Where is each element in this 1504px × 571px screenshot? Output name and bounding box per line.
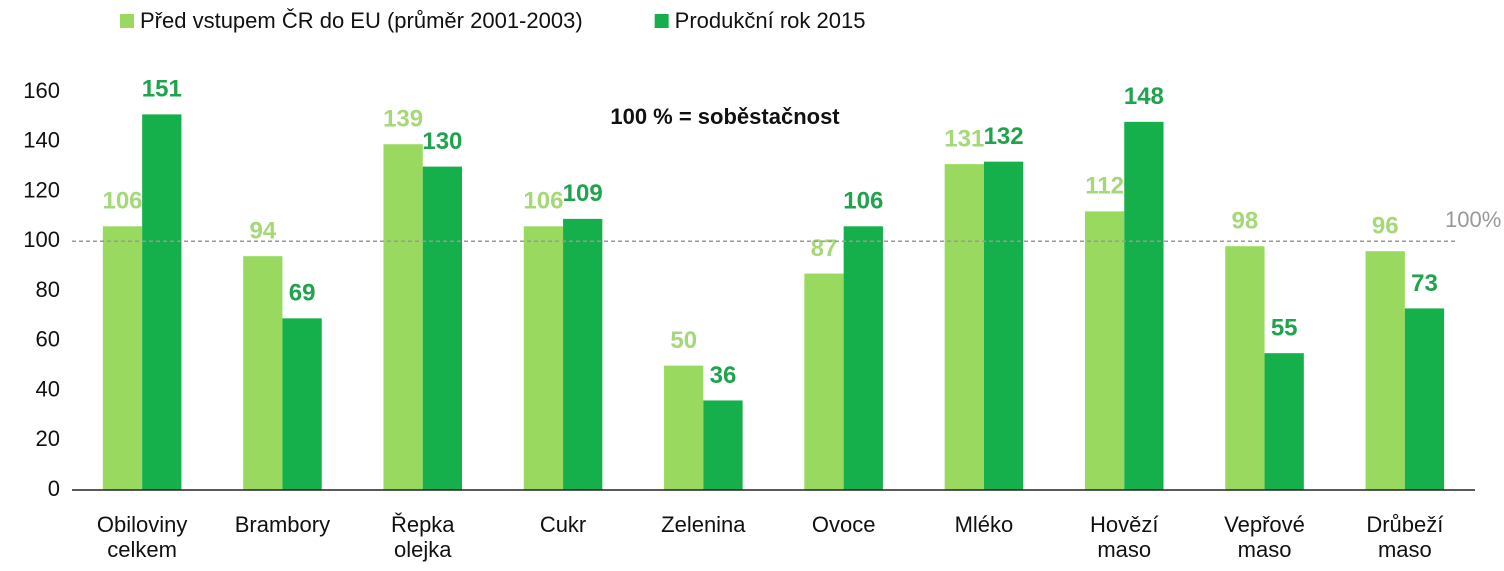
value-label: 130 (422, 128, 462, 155)
value-label: 106 (523, 188, 563, 215)
bar (664, 365, 704, 490)
legend-swatch (654, 14, 669, 28)
value-label: 73 (1411, 270, 1438, 297)
x-tick-label: Ovoce (811, 512, 876, 537)
bar (804, 273, 844, 490)
bar (282, 318, 322, 490)
value-label: 132 (984, 123, 1024, 150)
legend-swatch (120, 14, 134, 28)
value-label: 131 (944, 125, 984, 152)
bar (563, 218, 603, 491)
reference-label: 100% (1445, 207, 1501, 232)
value-label: 36 (710, 362, 737, 389)
x-tick-label: Vepřové maso (1224, 512, 1305, 562)
y-tick-label: 140 (23, 128, 60, 153)
y-tick-label: 60 (36, 327, 60, 352)
bar (843, 226, 883, 490)
value-label: 87 (811, 235, 838, 262)
bar (383, 144, 423, 491)
annotation: 100 % = soběstačnost (610, 104, 840, 129)
value-label: 50 (670, 327, 697, 354)
value-label: 106 (843, 188, 883, 215)
bar (1264, 353, 1304, 490)
y-tick-label: 80 (36, 277, 60, 302)
y-tick-label: 100 (23, 227, 60, 252)
bar (1225, 246, 1265, 490)
bar (142, 114, 182, 490)
bar (102, 226, 143, 490)
value-label: 96 (1372, 213, 1399, 240)
value-label: 151 (142, 76, 182, 103)
y-tick-label: 40 (36, 376, 60, 401)
x-tick-label: Mléko (954, 512, 1014, 537)
bar (983, 161, 1024, 490)
bar (422, 166, 463, 490)
bar (1404, 308, 1445, 490)
value-label: 106 (102, 188, 142, 215)
y-tick-label: 20 (36, 426, 60, 451)
bar (243, 256, 283, 490)
y-tick-label: 0 (48, 476, 60, 501)
x-tick-label: Drůbeží maso (1366, 512, 1444, 562)
bar (1124, 121, 1164, 490)
x-tick-label: Obiloviny celkem (96, 512, 188, 562)
value-label: 148 (1124, 83, 1164, 110)
legend-label: Před vstupem ČR do EU (průměr 2001-2003) (140, 8, 583, 33)
bar (944, 164, 984, 490)
value-label: 69 (289, 280, 316, 307)
x-tick-label: Brambory (234, 512, 331, 537)
bar (523, 226, 564, 490)
x-tick-label: Cukr (539, 512, 587, 537)
x-tick-label: Hovězí maso (1090, 512, 1159, 562)
value-label: 139 (383, 106, 423, 133)
value-label: 109 (563, 180, 603, 207)
x-tick-label: Řepka olejka (390, 512, 455, 562)
y-tick-label: 120 (23, 177, 60, 202)
bar (1365, 251, 1405, 490)
value-label: 98 (1232, 208, 1259, 235)
x-tick-label: Zelenina (661, 512, 746, 537)
value-label: 94 (249, 218, 276, 245)
bar (1084, 211, 1125, 490)
value-label: 55 (1271, 315, 1298, 342)
bar (703, 400, 743, 490)
value-label: 112 (1085, 173, 1124, 200)
y-tick-label: 160 (23, 78, 60, 103)
legend-label: Produkční rok 2015 (675, 8, 866, 33)
